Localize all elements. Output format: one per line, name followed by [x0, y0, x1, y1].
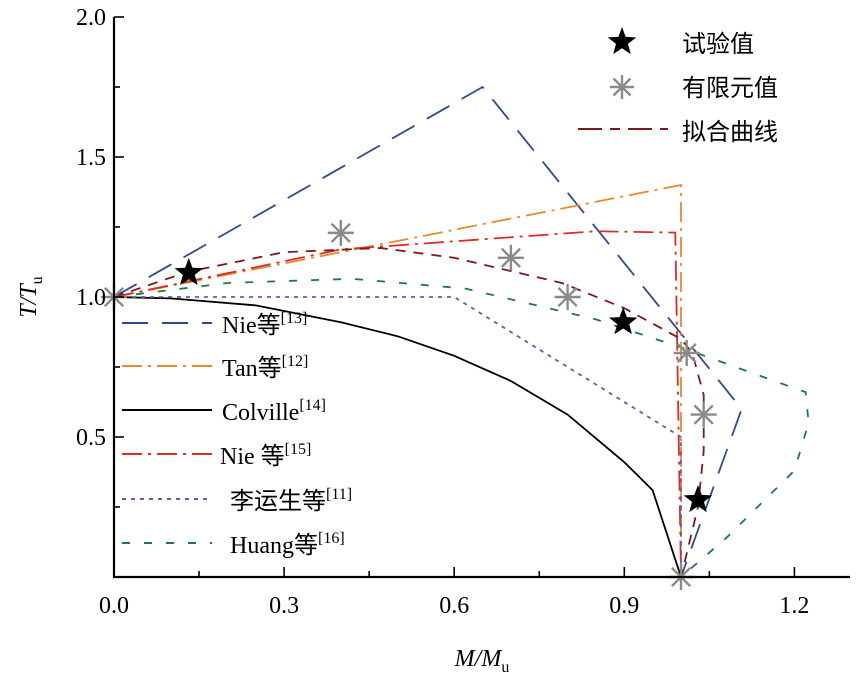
legend-label-1: 试验值	[682, 31, 754, 58]
series-line-7	[113, 247, 705, 578]
legend-entry-3: Colville[14]	[222, 397, 326, 426]
legend-entry-2: Tan等[12]	[222, 353, 308, 382]
asterisk-marker	[690, 401, 717, 428]
y-axis-title: T/Tu	[16, 276, 46, 317]
star-marker	[683, 485, 713, 513]
x-tick-label: 1.2	[779, 593, 809, 619]
x-tick-label: 0.9	[609, 593, 639, 619]
asterisk-marker	[554, 284, 581, 310]
x-axis-title: M/Mu	[454, 646, 510, 676]
y-tick-label: 1.5	[76, 145, 106, 171]
series-line-3	[113, 296, 682, 578]
legend-entry-6: Huang等[16]	[230, 530, 345, 559]
legend-entry-1: Nie等[13]	[222, 310, 307, 339]
series-line-5	[114, 296, 682, 577]
axes: 0.0 0.3 0.6 0.9 1.2 0.5 1.0 1.5 2.0	[76, 5, 850, 619]
series-line-2	[113, 183, 682, 577]
y-tick-label: 2.0	[76, 5, 106, 31]
series-line-4	[113, 230, 682, 578]
marker-layer	[101, 219, 717, 590]
x-tick-label: 0.6	[439, 593, 469, 619]
legend-star-icon	[607, 27, 637, 55]
series-line-6	[113, 277, 810, 578]
legend-asterisk-icon	[610, 75, 634, 99]
x-tick-label: 0.3	[269, 593, 299, 619]
y-tick-label: 0.5	[76, 425, 106, 451]
legend-label-3: 拟合曲线	[682, 119, 778, 146]
asterisk-marker	[497, 244, 524, 271]
star-marker	[174, 257, 204, 286]
legend-entry-4: Nie 等[15]	[220, 441, 311, 470]
asterisk-marker	[327, 219, 354, 246]
asterisk-marker	[673, 340, 700, 366]
y-tick-label: 1.0	[76, 285, 106, 311]
legend-label-2: 有限元值	[682, 75, 778, 102]
star-marker	[608, 307, 638, 335]
legend-entry-5: 李运生等[11]	[230, 486, 352, 515]
series-layer	[113, 85, 810, 578]
series-line-1	[113, 85, 743, 578]
x-tick-label: 0.0	[99, 593, 129, 619]
